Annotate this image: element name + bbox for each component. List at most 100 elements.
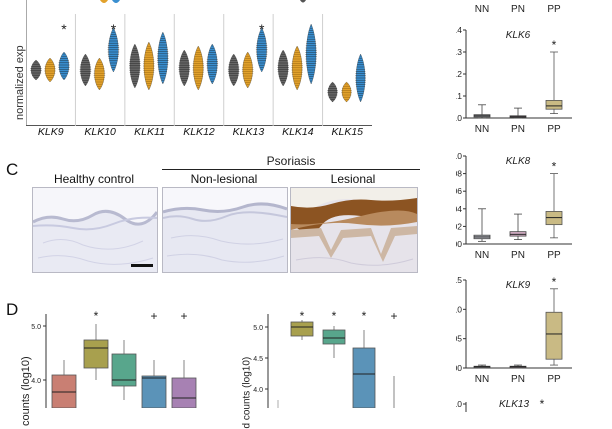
category-label-nn: NN	[475, 4, 489, 15]
y-tick-label: 0.4	[456, 25, 462, 35]
significance-mark: *	[332, 309, 337, 323]
category-label-pp: PP	[547, 124, 561, 135]
y-tick-label: 0.2	[456, 69, 462, 79]
gene-label-klk10: KLK10	[84, 126, 116, 138]
violin-klk13-1	[242, 51, 253, 89]
y-tick-label: 0.10	[456, 399, 462, 409]
violin-plot: * * *	[26, 14, 372, 126]
significance-star: *	[552, 38, 557, 52]
boxplot-klk6: 0.0 0.1 0.2 0.3 0.4 KLK6 * NN PN PP	[456, 25, 572, 135]
category-label-pp: PP	[547, 4, 561, 15]
label-healthy-control: Healthy control	[53, 172, 135, 186]
y-tick-label: 4.5	[253, 356, 263, 363]
violin-klk10-1	[94, 57, 105, 91]
y-tick-label: 0.3	[456, 47, 462, 57]
y-tick-label: 4.0	[253, 387, 263, 394]
category-label-pp: PP	[547, 250, 561, 261]
violin-klk12-0	[179, 49, 190, 87]
y-tick-label: 4.0	[31, 378, 41, 385]
y-tick-label: 0.10	[456, 151, 462, 161]
upper-violin-remnants	[100, 0, 306, 3]
gene-label-klk9: KLK9	[37, 126, 64, 138]
significance-star-klk10: *	[111, 21, 117, 37]
violin-klk15-1	[341, 81, 352, 103]
significance-mark: *	[94, 309, 99, 323]
category-label-pp: PP	[547, 374, 561, 385]
violin-klk12-2	[207, 43, 218, 85]
y-tick-label: 5.0	[253, 325, 263, 332]
panel-d-left-boxplot: 5.0 4.0 * + +	[31, 309, 197, 408]
gene-label-row: KLK9 KLK10 KLK11 KLK12 KLK13 KLK14 KLK15	[26, 126, 372, 142]
boxplot-klk9: 0.00 0.05 0.10 0.15 KLK9 * NN PN PP	[456, 275, 572, 385]
y-tick-label: 0.02	[456, 221, 462, 231]
psoriasis-bracket	[162, 169, 420, 170]
gene-label-klk15: KLK15	[331, 126, 364, 138]
box	[171, 377, 197, 408]
violin-klk15-0	[327, 81, 338, 103]
panel-letter-d: D	[6, 300, 19, 319]
violin-klk10-0	[80, 53, 91, 87]
category-label-nn: NN	[475, 374, 489, 385]
significance-mark: +	[390, 309, 397, 323]
y-tick-label: 0.00	[456, 239, 462, 249]
y-tick-label: 0.15	[456, 275, 462, 285]
category-label-pn: PN	[511, 124, 525, 135]
category-label-nn: NN	[475, 124, 489, 135]
category-label-nn: NN	[475, 250, 489, 261]
label-lesional: Lesional	[330, 172, 376, 186]
top-category-labels: NN PN PP	[475, 4, 561, 15]
box	[290, 321, 314, 337]
gene-label-klk13: KLK13	[232, 126, 265, 138]
y-tick-label: 0.08	[456, 169, 462, 179]
boxplot-title: KLK9	[506, 280, 531, 291]
box	[322, 329, 346, 345]
violin-klk9-2	[58, 51, 70, 81]
boxplot-title: KLK6	[506, 30, 531, 41]
label-non-lesional: Non-lesional	[190, 172, 258, 186]
significance-mark: +	[180, 309, 187, 323]
panel-letter-c: C	[6, 160, 19, 179]
y-tick-label: 0.04	[456, 204, 462, 214]
boxplot-klk13-partial: 0.10 KLK13 *	[456, 397, 545, 412]
violin-klk14-0	[278, 49, 289, 87]
boxplot-title: KLK13	[499, 399, 529, 410]
significance-mark: +	[150, 309, 157, 323]
box	[352, 347, 376, 408]
violin-klk9-0	[30, 59, 42, 81]
violin-klk13-0	[228, 53, 239, 87]
boxplot-title: KLK8	[506, 156, 531, 167]
significance-star: *	[552, 160, 557, 174]
box	[141, 375, 167, 408]
histology-lesional-image	[290, 187, 418, 273]
y-tick-label: 0.1	[456, 91, 462, 101]
category-label-pn: PN	[511, 250, 525, 261]
significance-star-klk13: *	[259, 21, 265, 37]
violin-klk14-2	[306, 23, 317, 85]
boxplot-klk8: 0.00 0.02 0.04 0.06 0.08 0.10 KLK8 * NN PN PP	[456, 151, 572, 261]
gene-label-klk14: KLK14	[282, 126, 314, 138]
y-tick-label: 0.00	[456, 363, 462, 373]
y-tick-label: 0.05	[456, 334, 462, 344]
significance-star-klk9: *	[61, 21, 67, 37]
histology-healthy-control-image	[32, 187, 158, 273]
y-tick-label: 0.10	[456, 304, 462, 314]
psoriasis-title: Psoriasis	[266, 154, 316, 168]
y-tick-label: 0.0	[456, 113, 462, 123]
significance-star: *	[552, 275, 557, 289]
box	[111, 353, 137, 387]
scale-bar	[131, 264, 153, 267]
box	[83, 339, 109, 369]
significance-mark: *	[362, 309, 367, 323]
significance-star: *	[540, 397, 545, 411]
box-pp	[545, 311, 563, 360]
gene-label-klk12: KLK12	[183, 126, 215, 138]
violin-klk9-1	[44, 57, 56, 83]
panel-d-right-boxplot: 5.0 4.5 4.0 * * * +	[253, 309, 398, 408]
gene-label-klk11: KLK11	[134, 126, 165, 138]
category-label-pn: PN	[511, 374, 525, 385]
y-tick-label: 5.0	[31, 324, 41, 331]
upper-panel-remnant	[26, 0, 27, 14]
y-tick-label: 0.06	[456, 186, 462, 196]
significance-mark: *	[300, 309, 305, 323]
